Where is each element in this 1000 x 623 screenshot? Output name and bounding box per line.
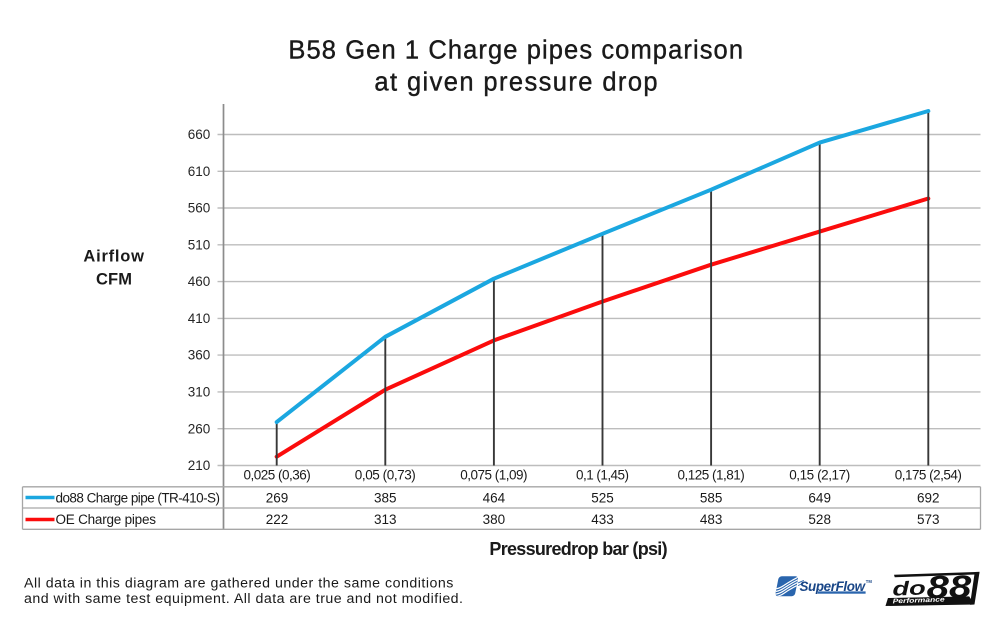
svg-text:610: 610 xyxy=(188,164,211,179)
svg-text:B58 Gen 1 Charge pipes compari: B58 Gen 1 Charge pipes comparison xyxy=(288,37,743,65)
svg-text:and with same test equipment.: and with same test equipment. All data a… xyxy=(24,591,463,607)
svg-text:222: 222 xyxy=(266,512,289,527)
svg-text:0,1 (1,45): 0,1 (1,45) xyxy=(576,468,629,483)
svg-text:210: 210 xyxy=(188,458,211,473)
svg-text:525: 525 xyxy=(591,490,614,505)
svg-text:692: 692 xyxy=(917,490,940,505)
svg-text:Performance: Performance xyxy=(893,596,946,605)
svg-text:0,05 (0,73): 0,05 (0,73) xyxy=(355,468,416,483)
svg-text:433: 433 xyxy=(591,512,614,527)
svg-text:Pressuredrop bar (psi): Pressuredrop bar (psi) xyxy=(489,539,667,559)
svg-text:313: 313 xyxy=(374,512,397,527)
svg-text:0,175 (2,54): 0,175 (2,54) xyxy=(895,468,962,483)
svg-text:380: 380 xyxy=(483,512,506,527)
svg-text:464: 464 xyxy=(483,490,506,505)
svg-text:385: 385 xyxy=(374,490,397,505)
svg-text:560: 560 xyxy=(188,201,211,216)
svg-text:do88 Charge pipe (TR-410-S): do88 Charge pipe (TR-410-S) xyxy=(56,490,221,505)
svg-text:585: 585 xyxy=(700,490,723,505)
svg-text:410: 410 xyxy=(188,311,211,326)
svg-text:573: 573 xyxy=(917,512,940,527)
svg-text:do: do xyxy=(892,577,926,600)
svg-text:269: 269 xyxy=(266,490,289,505)
svg-text:528: 528 xyxy=(808,512,831,527)
svg-text:OE Charge pipes: OE Charge pipes xyxy=(56,512,157,527)
svg-text:0,025 (0,36): 0,025 (0,36) xyxy=(244,468,311,483)
svg-text:88: 88 xyxy=(926,568,971,605)
svg-text:at given pressure drop: at given pressure drop xyxy=(374,68,657,96)
svg-text:460: 460 xyxy=(188,274,211,289)
svg-text:0,125 (1,81): 0,125 (1,81) xyxy=(678,468,745,483)
svg-text:All data in this diagram are g: All data in this diagram are gathered un… xyxy=(24,576,453,592)
svg-text:483: 483 xyxy=(700,512,723,527)
svg-text:510: 510 xyxy=(188,237,211,252)
svg-text:660: 660 xyxy=(188,127,211,142)
svg-text:310: 310 xyxy=(188,385,211,400)
svg-text:0,075 (1,09): 0,075 (1,09) xyxy=(460,468,527,483)
svg-text:CFM: CFM xyxy=(96,270,132,288)
svg-text:Airflow: Airflow xyxy=(83,248,144,266)
svg-text:0,15 (2,17): 0,15 (2,17) xyxy=(789,468,850,483)
svg-text:260: 260 xyxy=(188,421,211,436)
svg-text:TM: TM xyxy=(866,579,873,584)
svg-text:360: 360 xyxy=(188,348,211,363)
svg-text:SuperFlow: SuperFlow xyxy=(800,579,867,594)
svg-text:649: 649 xyxy=(808,490,831,505)
